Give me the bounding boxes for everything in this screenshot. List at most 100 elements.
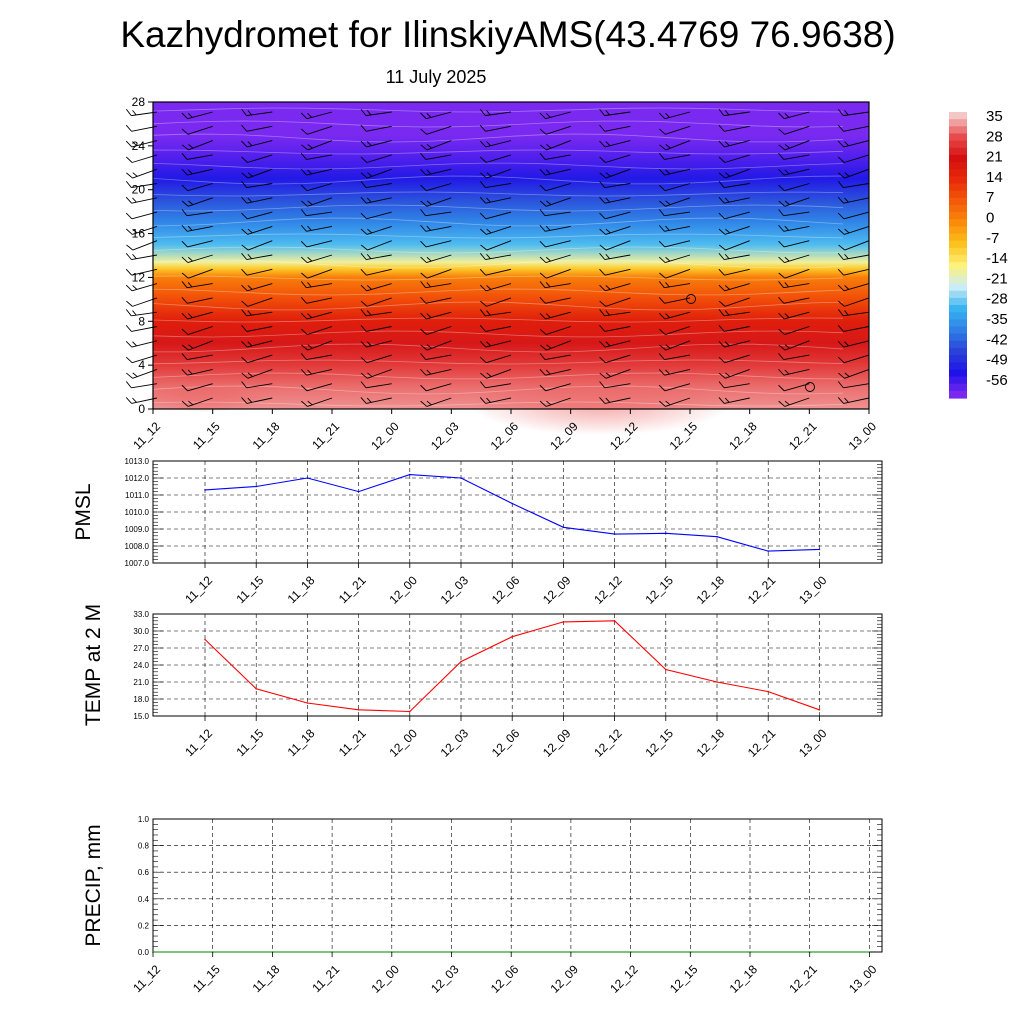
- wind-barb: [599, 196, 631, 204]
- wind-barb: [778, 224, 810, 232]
- wind-barb: [658, 281, 691, 289]
- wind-barb: [539, 397, 571, 407]
- wind-barb: [539, 340, 571, 351]
- wind-barb: [181, 397, 213, 407]
- y-tick-label: 0.0: [138, 948, 150, 957]
- x-tick-label: 11_12: [130, 419, 163, 452]
- wind-barb: [539, 326, 571, 335]
- wind-barb: [479, 196, 512, 204]
- wind-barb: [420, 281, 452, 289]
- colorbar-swatch: [949, 355, 967, 363]
- wind-barb: [241, 397, 273, 404]
- wind-barb: [599, 340, 631, 348]
- wind-barb: [778, 111, 810, 120]
- x-tick-label: 12_03: [428, 962, 462, 996]
- wind-barb: [599, 381, 631, 389]
- wind-barb: [837, 211, 870, 220]
- wind-barb: [599, 140, 631, 148]
- colorbar-swatch: [949, 183, 967, 192]
- wind-barb: [420, 209, 452, 217]
- wind-barb: [479, 283, 512, 292]
- wind-barb: [181, 125, 213, 135]
- wind-barb: [539, 111, 571, 120]
- wind-barb: [838, 225, 870, 235]
- y-tick-label: 0.2: [138, 921, 150, 930]
- colorbar-swatch: [949, 154, 967, 163]
- wind-barb: [837, 325, 870, 332]
- colorbar-swatch: [949, 369, 967, 378]
- colorbar-swatch: [949, 297, 967, 306]
- colorbar: 35 28 21 14 7 0 -7 -14 -21 -28 -35 -42 -49 -56: [949, 108, 1008, 399]
- y-tick-label: 28: [132, 95, 146, 109]
- colorbar-label: 7: [986, 189, 994, 206]
- wind-barb: [838, 240, 870, 251]
- wind-barb: [599, 268, 631, 276]
- wind-barb: [658, 152, 691, 160]
- contour-line: [152, 133, 844, 143]
- colorbar-swatch: [949, 383, 967, 392]
- y-tick-label: 33.0: [133, 610, 149, 619]
- wind-barb: [360, 340, 392, 348]
- wind-barb: [301, 340, 333, 351]
- wind-barb: [181, 368, 213, 376]
- wind-barb: [659, 140, 691, 151]
- wind-barb: [718, 340, 750, 348]
- wind-barb: [718, 268, 750, 276]
- wind-barb: [420, 397, 452, 407]
- wind-barb: [360, 108, 392, 117]
- wind-barb: [300, 353, 333, 361]
- wind-barb: [181, 254, 213, 264]
- colorbar-label: 21: [986, 149, 1003, 166]
- x-tick-label: 12_03: [438, 573, 472, 607]
- wind-barb: [539, 254, 571, 264]
- colorbar-swatch: [949, 133, 967, 142]
- wind-barb: [778, 281, 810, 289]
- y-tick-label: 18.0: [133, 695, 149, 704]
- wind-barb: [181, 296, 213, 304]
- y-tick-label: 1011.0: [125, 491, 149, 500]
- data-point: [562, 621, 565, 623]
- wind-barb: [360, 196, 392, 204]
- wind-barb: [539, 183, 571, 192]
- wind-barb: [420, 311, 452, 320]
- wind-barb: [659, 397, 691, 407]
- wind-barb: [778, 397, 810, 407]
- wind-barb: [181, 152, 213, 160]
- wind-barb: [300, 311, 333, 320]
- wind-barb: [659, 197, 691, 207]
- data-point: [511, 502, 513, 505]
- wind-barb: [479, 180, 512, 189]
- wind-barb: [181, 197, 213, 207]
- colorbar-label: -56: [986, 372, 1008, 389]
- contour-line: [152, 372, 844, 380]
- wind-barb: [718, 397, 750, 404]
- x-tick-label: 11_21: [309, 419, 342, 452]
- x-tick-label: 12_12: [591, 726, 625, 760]
- wind-barb: [718, 140, 750, 148]
- x-tick-label: 11_15: [233, 573, 266, 606]
- colorbar-swatch: [949, 333, 967, 342]
- wind-barb: [360, 397, 392, 404]
- chart-subtitle: 11 July 2025: [386, 67, 487, 87]
- y-tick-label: 8: [138, 314, 145, 328]
- wind-barb: [241, 297, 273, 307]
- x-tick-label: 12_21: [745, 573, 779, 607]
- wind-barb: [778, 254, 810, 264]
- wind-barb: [778, 353, 810, 361]
- data-point: [255, 688, 257, 690]
- wind-barb: [658, 311, 691, 320]
- wind-barb: [837, 397, 870, 404]
- wind-barb: [718, 180, 750, 189]
- wind-barb: [181, 168, 213, 176]
- wind-barb: [778, 340, 810, 351]
- colorbar-swatch: [949, 112, 967, 120]
- wind-barb: [599, 309, 631, 317]
- y-tick-label: 1010.0: [125, 508, 150, 517]
- wind-barb: [539, 125, 571, 135]
- wind-barb: [479, 140, 512, 148]
- wind-barb: [837, 340, 870, 348]
- wind-barb: [539, 140, 571, 151]
- y-tick-label: 20: [132, 183, 146, 197]
- wind-barb: [241, 180, 273, 189]
- colorbar-swatch: [949, 240, 967, 249]
